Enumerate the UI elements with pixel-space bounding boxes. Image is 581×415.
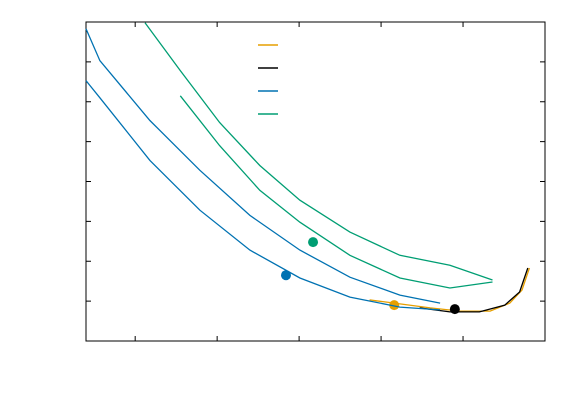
marker bbox=[308, 237, 319, 248]
curve bbox=[85, 80, 441, 311]
marker bbox=[389, 300, 400, 311]
curve bbox=[179, 95, 493, 289]
plot-frame bbox=[85, 21, 546, 342]
curve bbox=[85, 28, 441, 304]
marker bbox=[449, 304, 460, 315]
curve bbox=[419, 267, 529, 313]
curve bbox=[144, 22, 493, 281]
marker bbox=[280, 270, 291, 281]
